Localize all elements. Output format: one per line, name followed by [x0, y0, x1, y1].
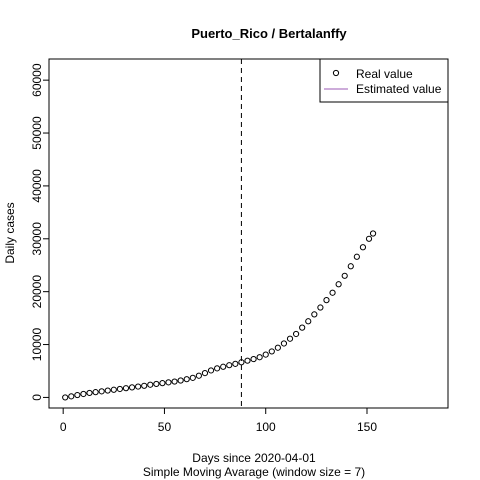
- data-point: [347, 263, 354, 270]
- data-point: [80, 390, 87, 398]
- data-point: [280, 340, 288, 347]
- data-points: [62, 230, 377, 401]
- data-point: [86, 389, 93, 397]
- data-point: [68, 393, 75, 400]
- data-point: [171, 378, 178, 385]
- data-point: [110, 386, 117, 393]
- data-point: [177, 377, 184, 384]
- data-point: [286, 335, 294, 342]
- data-point: [268, 348, 275, 355]
- data-point: [74, 391, 81, 399]
- y-tick-label: 30000: [30, 222, 44, 256]
- legend: Real value Estimated value: [319, 58, 449, 103]
- data-point: [165, 379, 172, 386]
- x-tick-label: 100: [256, 420, 276, 434]
- x-axis-label: Days since 2020-04-01: [192, 451, 316, 465]
- data-point: [116, 385, 123, 393]
- data-point: [250, 355, 257, 363]
- legend-box: [319, 58, 449, 103]
- data-point: [353, 253, 360, 260]
- data-point: [92, 389, 99, 396]
- y-tick-label: 50000: [30, 116, 44, 150]
- data-point: [195, 372, 202, 379]
- data-point: [232, 360, 239, 367]
- data-point: [189, 374, 196, 381]
- data-point: [238, 359, 245, 366]
- legend-label-estimated-value: Estimated value: [356, 82, 442, 96]
- data-point: [141, 382, 148, 389]
- y-tick-label: 40000: [30, 169, 44, 203]
- data-point: [153, 380, 160, 388]
- x-tick-label: 150: [357, 420, 377, 434]
- data-point: [147, 381, 154, 388]
- data-point: [201, 370, 209, 377]
- data-point: [329, 289, 336, 296]
- x-tick-label: 0: [60, 420, 67, 434]
- data-point: [183, 376, 190, 383]
- data-point: [220, 363, 227, 370]
- data-point: [323, 297, 330, 304]
- data-point: [244, 357, 251, 364]
- data-point: [98, 388, 105, 395]
- data-point: [262, 351, 269, 358]
- chart-title: Puerto_Rico / Bertalanffy: [191, 26, 347, 41]
- data-point: [159, 380, 166, 387]
- data-point: [256, 354, 263, 361]
- data-point: [365, 235, 373, 242]
- y-tick-label: 10000: [30, 328, 44, 362]
- data-point: [299, 324, 306, 331]
- y-tick-label: 60000: [30, 63, 44, 97]
- data-point: [135, 383, 142, 390]
- data-point: [311, 311, 318, 318]
- legend-label-real-value: Real value: [356, 67, 413, 81]
- x-axis: 0 50 100 150: [60, 407, 377, 434]
- data-point: [214, 365, 221, 372]
- data-point: [274, 344, 281, 351]
- x-tick-label: 50: [158, 420, 172, 434]
- plot-frame: [48, 58, 449, 409]
- y-axis-label: Daily cases: [3, 202, 17, 263]
- data-point: [62, 394, 69, 401]
- y-axis: 0 10000 20000 30000 40000 50000 60000: [30, 63, 50, 401]
- data-point: [335, 281, 342, 288]
- x-axis-sublabel: Simple Moving Avarage (window size = 7): [143, 465, 365, 479]
- data-point: [317, 304, 324, 311]
- data-point: [226, 362, 233, 369]
- legend-point-symbol: [332, 69, 340, 77]
- data-point: [122, 385, 130, 392]
- data-point: [359, 244, 367, 251]
- y-tick-label: 0: [30, 394, 44, 401]
- data-point: [369, 230, 377, 237]
- data-point: [305, 318, 312, 325]
- data-point: [104, 387, 111, 394]
- data-point: [341, 272, 348, 279]
- data-point: [128, 384, 136, 391]
- y-tick-label: 20000: [30, 275, 44, 309]
- data-point: [207, 367, 215, 374]
- data-point: [292, 330, 300, 338]
